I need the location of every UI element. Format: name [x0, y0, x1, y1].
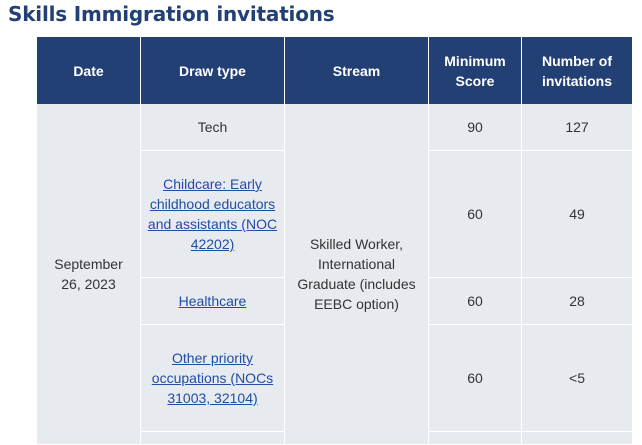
table-row: Childcare: Early childhood educators and…	[37, 151, 632, 278]
draw-type-cell: Childcare: Early childhood educators and…	[141, 151, 285, 278]
header-minimum-score: Minimum Score	[429, 37, 522, 104]
minimum-score-cell: 60	[429, 325, 522, 432]
draw-type-cell: Other priority occupations (NOCs 31003, …	[141, 325, 285, 432]
header-number-of-invitations: Number of invitations	[522, 37, 632, 104]
table-header-row: Date Draw type Stream Minimum Score Numb…	[37, 37, 632, 104]
minimum-score-cell-empty	[429, 432, 522, 445]
draw-type-link-other-priority[interactable]: Other priority occupations (NOCs 31003, …	[151, 350, 274, 406]
invitations-table: Date Draw type Stream Minimum Score Numb…	[37, 37, 632, 445]
table-row: September 26, 2023 Tech Skilled Worker, …	[37, 104, 632, 445]
invitations-cell-empty	[522, 432, 632, 445]
draw-type-cell: Tech	[141, 104, 285, 151]
date-cell: September 26, 2023	[37, 104, 141, 445]
header-draw-type: Draw type	[141, 37, 285, 104]
table-row-partial	[37, 432, 632, 445]
invitations-cell: 28	[522, 278, 632, 325]
draw-type-link-healthcare[interactable]: Healthcare	[178, 293, 247, 309]
draw-type-cell-empty	[141, 432, 285, 445]
stream-cell: Skilled Worker, International Graduate (…	[285, 104, 429, 445]
table-row: Healthcare 60 28	[37, 278, 632, 325]
invitations-cell: 49	[522, 151, 632, 278]
minimum-score-cell: 60	[429, 278, 522, 325]
header-date: Date	[37, 37, 141, 104]
header-stream: Stream	[285, 37, 429, 104]
draw-type-link-childcare[interactable]: Childcare: Early childhood educators and…	[147, 176, 278, 252]
minimum-score-cell: 60	[429, 151, 522, 278]
invitations-cell: <5	[522, 325, 632, 432]
page-title: Skills Immigration invitations	[8, 2, 335, 26]
minimum-score-cell: 90	[429, 104, 522, 151]
invitations-cell: 127	[522, 104, 632, 151]
table-row: Other priority occupations (NOCs 31003, …	[37, 325, 632, 432]
draw-type-cell: Healthcare	[141, 278, 285, 325]
